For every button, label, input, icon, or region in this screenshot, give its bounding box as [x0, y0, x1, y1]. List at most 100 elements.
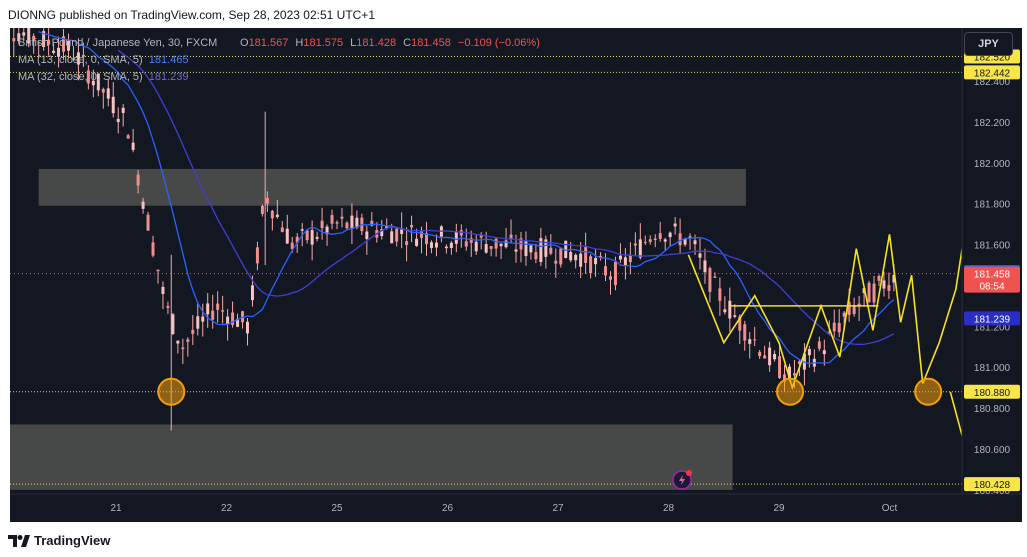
candle-body: [71, 58, 75, 60]
candle-body: [673, 223, 677, 227]
candle-body: [623, 257, 627, 267]
candle-body: [106, 88, 110, 99]
candle-body: [753, 339, 757, 341]
candle-body: [32, 35, 36, 42]
candle-body: [484, 244, 488, 253]
candle-body: [420, 231, 424, 238]
candle-body: [554, 260, 558, 264]
price-label-text: 180.428: [974, 480, 1011, 491]
candle-body: [434, 242, 438, 248]
price-tick-label: 181.600: [974, 241, 1011, 252]
candle-body: [131, 142, 135, 150]
candle-body: [638, 239, 642, 258]
candle-body: [529, 245, 533, 253]
candle-body: [678, 233, 682, 246]
price-tick-label: 182.400: [974, 77, 1011, 88]
candle-body: [643, 241, 647, 243]
price-tick-label: 181.200: [974, 322, 1011, 333]
candle-body: [280, 227, 284, 232]
candle-body: [400, 228, 404, 234]
price-chart[interactable]: 182.400 182.200 182.000 181.800 181.600 181.4…: [5, 16, 1022, 522]
candle-body: [111, 96, 115, 114]
candle-body: [231, 312, 235, 325]
candle-body: [539, 238, 543, 263]
candle-body: [728, 300, 732, 319]
candle-body: [807, 349, 811, 356]
candle-body: [688, 236, 692, 238]
h-value: 181.575: [303, 37, 343, 49]
candle-body: [42, 31, 46, 47]
candle-body: [350, 215, 354, 229]
candle-body: [718, 288, 722, 301]
candle-body: [604, 266, 608, 276]
price-label-ma_slow: [964, 311, 1020, 326]
candle-body: [47, 39, 51, 45]
candle-body: [405, 241, 409, 246]
candle-body: [574, 254, 578, 261]
candle-body: [479, 235, 483, 238]
time-tick-label: 29: [773, 503, 785, 514]
price-label-text: 182.520: [974, 52, 1011, 63]
candle-body: [410, 224, 414, 228]
candle-body: [499, 243, 503, 247]
candle-body: [589, 256, 593, 274]
legend-ma-fast: MA (13, close, 0, SMA, 5) 181.465: [18, 54, 188, 66]
candle-body: [822, 350, 826, 355]
candle-body: [121, 107, 125, 113]
price-tick-label: 182.000: [974, 159, 1011, 170]
currency-button[interactable]: JPY: [964, 32, 1013, 56]
h-label: H: [295, 37, 303, 49]
candle-body: [449, 242, 453, 249]
candle-body: [653, 238, 657, 240]
lightning-icon[interactable]: [672, 470, 692, 490]
candle-body: [768, 347, 772, 366]
candle-body: [703, 260, 707, 273]
candle-body: [544, 239, 548, 257]
zone-box-1: [5, 424, 733, 490]
price-label-countdown: 08:54: [979, 282, 1004, 293]
candle-body: [489, 246, 493, 249]
candle-body: [141, 201, 145, 209]
price-tick-label: 181.800: [974, 200, 1011, 211]
chart-panel[interactable]: 182.400 182.200 182.000 181.800 181.600 181.4…: [5, 16, 1022, 522]
price-label-text: 182.442: [974, 68, 1011, 79]
candle-body: [17, 33, 21, 42]
candle-body: [285, 228, 289, 244]
candle-body: [797, 361, 801, 365]
candle-body: [613, 261, 617, 286]
candle-body: [260, 205, 264, 214]
price-tick-label: 182.200: [974, 118, 1011, 129]
candle-body: [96, 73, 100, 91]
candle-body: [340, 216, 344, 219]
candle-body: [892, 274, 896, 283]
candle-body: [509, 234, 513, 239]
candle-body: [275, 214, 279, 218]
candle-body: [380, 229, 384, 237]
candle-body: [221, 310, 225, 312]
price-label-text: 181.239: [974, 314, 1011, 325]
candle-body: [817, 341, 821, 349]
candle-body: [783, 374, 787, 382]
candle-body: [365, 231, 369, 239]
candle-body: [773, 353, 777, 360]
candle-body: [494, 238, 498, 249]
tradingview-logo[interactable]: TradingView: [8, 533, 110, 548]
candle-body: [837, 322, 841, 333]
footer: TradingView: [0, 524, 1027, 557]
candle-body: [633, 243, 637, 246]
candle-body: [171, 314, 175, 334]
candle-body: [300, 229, 304, 231]
ma-slow-value: 181.239: [149, 71, 189, 83]
ma-slow-line: [117, 49, 895, 346]
candle-body: [648, 239, 652, 242]
ma-slow-label: MA (32, close, 0, SMA, 5): [18, 71, 143, 83]
candle-body: [514, 249, 518, 252]
brand-name: TradingView: [34, 533, 111, 548]
candle-body: [390, 231, 394, 244]
time-tick-label: 27: [552, 503, 564, 514]
candle-body: [62, 36, 66, 52]
candle-body: [191, 329, 195, 334]
candle-body: [832, 322, 836, 332]
candle-body: [792, 373, 796, 376]
candle-body: [81, 54, 85, 57]
